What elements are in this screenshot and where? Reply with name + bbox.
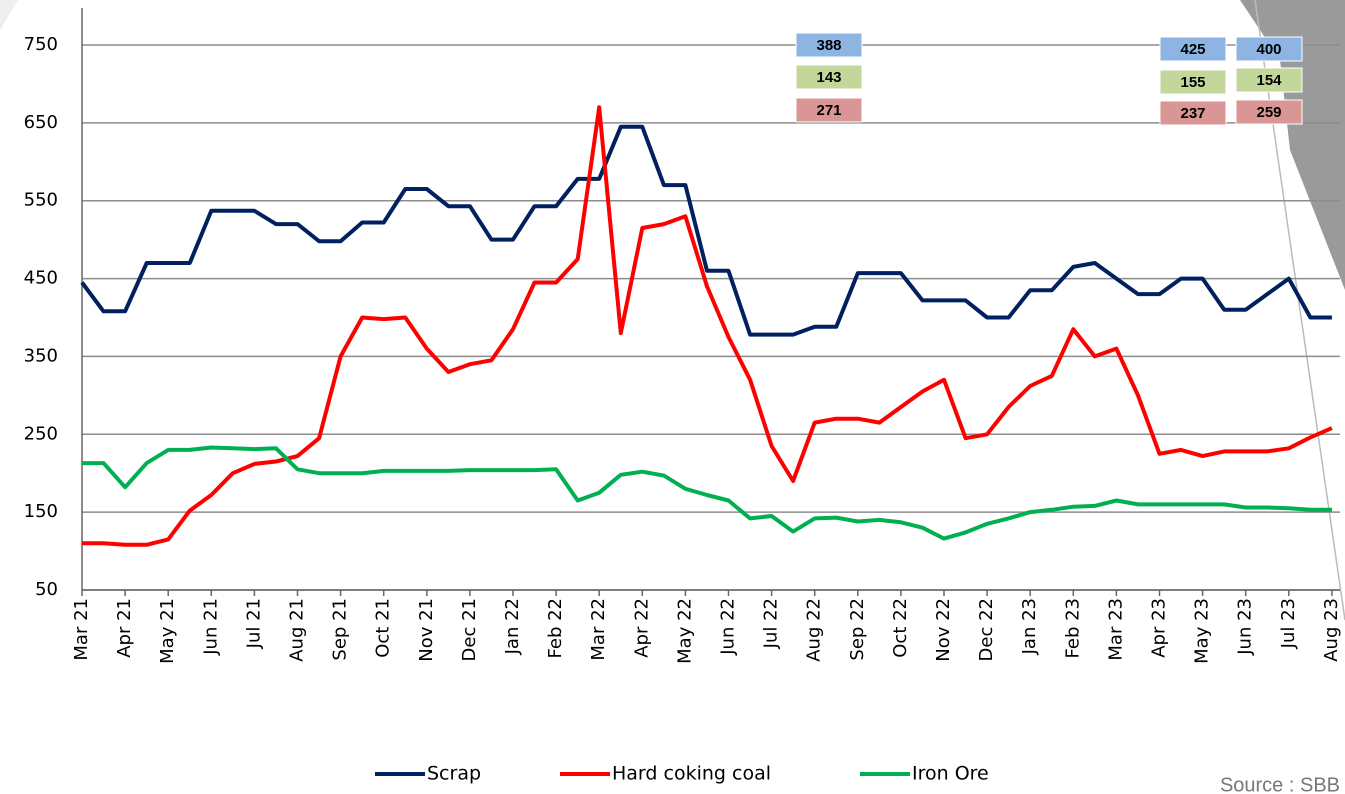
x-tick-label: Nov 21 (416, 598, 437, 662)
x-tick-label: Jun 23 (1235, 598, 1256, 656)
series-line (82, 445, 1332, 541)
y-tick-label: 650 (24, 112, 58, 133)
source: Source : SBB (1220, 774, 1340, 794)
x-tick-label: Apr 21 (114, 598, 135, 658)
value-box (1235, 67, 1303, 93)
x-tick-label: Nov 22 (933, 598, 954, 662)
value-box-label: 425 (1180, 41, 1205, 58)
x-tick-label: Oct 22 (890, 598, 911, 658)
x-tick-label: Mar 23 (1105, 598, 1126, 661)
legend-label: Iron Ore (912, 763, 989, 785)
x-tick-label: May 23 (1192, 598, 1213, 664)
value-box (1235, 36, 1303, 62)
series-line (82, 105, 1333, 547)
x-tick-label: Jun 22 (718, 598, 739, 656)
value-box-label: 155 (1180, 74, 1205, 91)
decoration (0, 0, 18, 30)
x-tick-label: May 22 (674, 598, 695, 664)
value-box (1159, 100, 1227, 126)
value-box (1235, 99, 1303, 125)
value-box (795, 64, 863, 90)
x-tick-label: May 21 (157, 598, 178, 664)
x-tick-label: Aug 22 (804, 598, 825, 662)
decoration (1240, 0, 1345, 290)
value-box (1159, 69, 1227, 95)
x-tick-label: Apr 23 (1149, 598, 1170, 658)
y-tick-label: 50 (35, 579, 58, 600)
x-tick-label: Feb 22 (545, 598, 566, 659)
legend-label: Hard coking coal (612, 763, 771, 785)
x-tick-label: Sep 22 (847, 598, 868, 661)
value-box (1159, 36, 1227, 62)
y-tick-label: 550 (24, 190, 58, 211)
x-tick-label: Apr 22 (631, 598, 652, 658)
value-box-label: 388 (816, 37, 841, 54)
value-box (795, 97, 863, 123)
value-box (795, 32, 863, 58)
y-tick-label: 150 (24, 501, 58, 522)
x-tick-label: Oct 21 (373, 598, 394, 658)
value-box-label: 259 (1256, 104, 1281, 121)
x-tick-label: Jun 21 (200, 598, 221, 656)
y-tick-label: 350 (24, 345, 58, 366)
x-tick-label: Jul 23 (1278, 598, 1299, 649)
x-tick-label: Jan 22 (502, 598, 523, 655)
y-tick-label: 750 (24, 34, 58, 55)
x-tick-label: Feb 23 (1062, 598, 1083, 659)
value-box-label: 271 (816, 102, 841, 119)
value-box-label: 154 (1256, 72, 1282, 89)
value-box-label: 400 (1256, 41, 1281, 58)
x-tick-label: Jul 22 (761, 598, 782, 649)
x-tick-label: Dec 21 (459, 598, 480, 661)
x-tick-label: Jan 23 (1019, 598, 1040, 655)
x-tick-label: Sep 21 (330, 598, 351, 661)
x-tick-label: Dec 22 (976, 598, 997, 661)
series-line (80, 124, 1332, 337)
x-tick-label: Aug 23 (1321, 598, 1342, 662)
value-box-label: 143 (816, 69, 841, 86)
value-box-label: 237 (1180, 105, 1205, 122)
x-tick-label: Jul 21 (243, 598, 264, 649)
x-tick-label: Mar 22 (588, 598, 609, 661)
y-tick-label: 250 (24, 423, 58, 444)
x-tick-label: Mar 21 (71, 598, 92, 661)
y-tick-label: 450 (24, 268, 58, 289)
legend-label: Scrap (427, 763, 481, 785)
x-tick-label: Aug 21 (287, 598, 308, 662)
